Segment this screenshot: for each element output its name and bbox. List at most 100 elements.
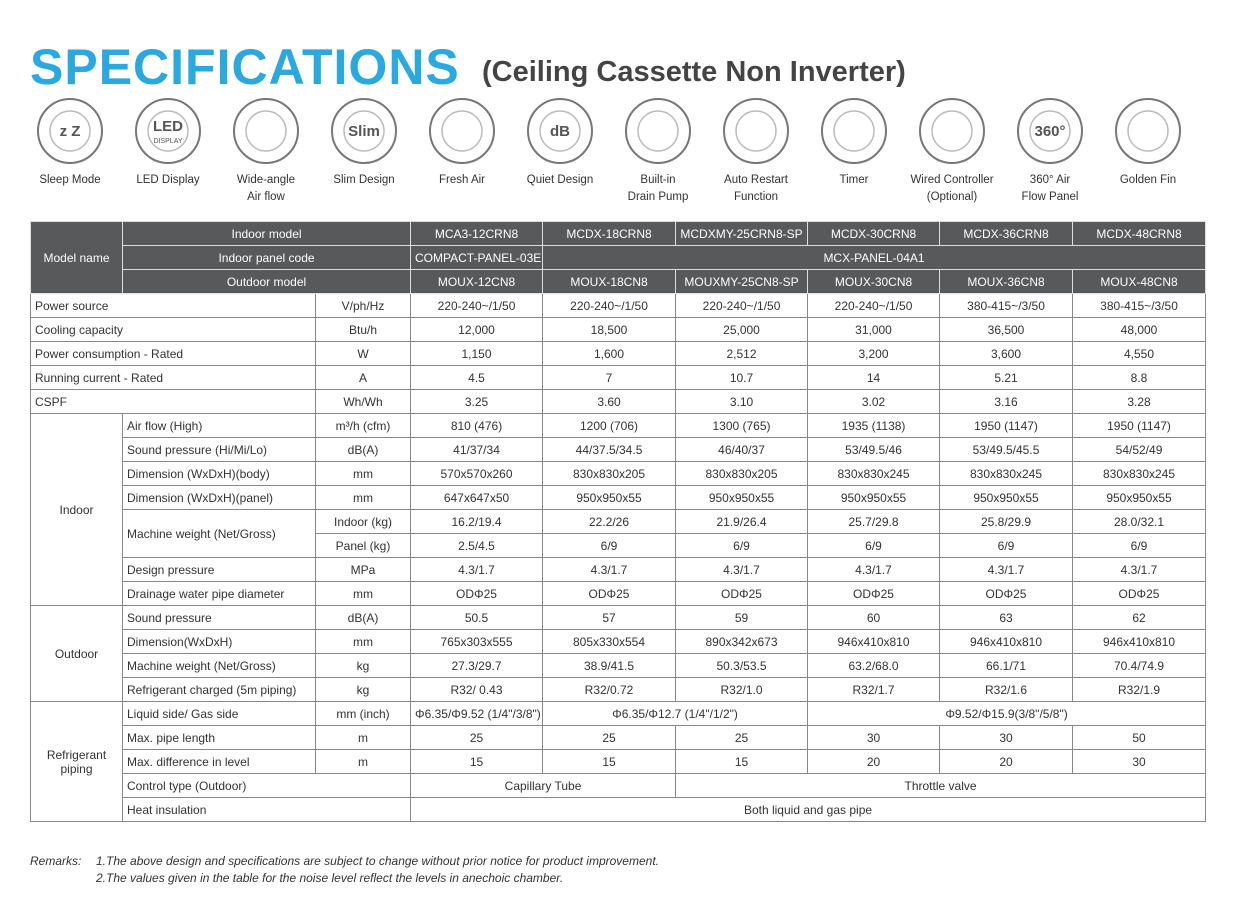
feature-icon: [1115, 98, 1181, 164]
cell: 21.9/26.4: [675, 509, 809, 534]
feature: z Z Sleep Mode: [21, 96, 119, 206]
cell: Outdoor model: [121, 269, 412, 294]
cell: 4.3/1.7: [939, 557, 1074, 582]
cell: Φ6.35/Φ12.7 (1/4"/1/2"): [542, 701, 809, 726]
spec-table: Model name Indoor model MCA3-12CRN8 MCDX-18…: [30, 221, 1207, 822]
cell: ODΦ25: [807, 581, 941, 606]
cell: Indoor panel code: [121, 245, 412, 270]
header-row: Model name Indoor model MCA3-12CRN8 MCDX-18…: [30, 221, 1207, 294]
cell: 3,600: [939, 341, 1074, 366]
feature: Fresh Air: [413, 96, 511, 206]
cell: 50.3/53.5: [675, 653, 809, 678]
cell: mm (inch): [314, 701, 412, 726]
cell: 20: [939, 749, 1074, 774]
icon-ring: [1017, 98, 1083, 164]
cell: 3.60: [542, 389, 677, 414]
cell: MOUX-12CN8: [410, 269, 544, 294]
cell: 41/37/34: [410, 437, 544, 462]
cell: 6/9: [542, 533, 677, 558]
cell: Sound pressure: [122, 605, 316, 630]
feature-label: Quiet Design: [526, 174, 594, 186]
icon-inner: [1029, 110, 1071, 152]
cell: mm: [314, 629, 412, 654]
feature: Wide-angle Air flow: [217, 96, 315, 206]
row: Refrigerant piping Liquid side/ Gas side m…: [30, 701, 1207, 822]
cell: MCX-PANEL-04A1: [542, 245, 1207, 270]
cell: 59: [675, 605, 809, 630]
cell: Air flow (High): [122, 413, 316, 438]
icon-ring: [919, 98, 985, 164]
icon-inner: [833, 110, 875, 152]
remarks: Remarks: 1.The above design and specific…: [30, 853, 659, 885]
cell: Outdoor: [30, 605, 123, 702]
row: Dimension (WxDxH)(body) mm 570x570x260 830x…: [31, 461, 1207, 486]
cell: 1,600: [542, 341, 677, 366]
cell: 6/9: [1072, 533, 1207, 558]
feature-label: Wide-angle Air flow: [236, 174, 296, 203]
feature-icon: [723, 98, 789, 164]
cell: 14: [807, 365, 941, 390]
cell: 28.0/32.1: [1072, 509, 1207, 534]
icon-inner: [343, 110, 385, 152]
cell: 2.5/4.5: [410, 533, 544, 558]
feature-icon: [919, 98, 985, 164]
feature-icon: [625, 98, 691, 164]
cell: 15: [410, 749, 544, 774]
cell: m: [314, 749, 412, 774]
cell: 63: [939, 605, 1074, 630]
cell: 4.3/1.7: [542, 557, 677, 582]
cell: 20: [807, 749, 941, 774]
cell: 765x303x555: [410, 629, 544, 654]
cell: 3.25: [410, 389, 544, 414]
cell: 6/9: [675, 533, 809, 558]
cell: 4.3/1.7: [807, 557, 941, 582]
icon-ring: [625, 98, 691, 164]
cell: Refrigerant piping: [30, 701, 123, 822]
cell: 3,200: [807, 341, 941, 366]
cell: 1,150: [410, 341, 544, 366]
cell: Liquid side/ Gas side: [122, 701, 316, 726]
cell: Power source: [30, 293, 316, 318]
cell: 66.1/71: [939, 653, 1074, 678]
cell: 22.2/26: [542, 509, 677, 534]
row: Sound pressure (Hi/Mi/Lo) dB(A) 41/37/34 44…: [31, 437, 1207, 462]
cell: 1935 (1138): [807, 413, 941, 438]
feature-icon: 360°: [1017, 98, 1083, 164]
cell: 57: [542, 605, 677, 630]
cell: 5.21: [939, 365, 1074, 390]
cell: 25: [542, 725, 677, 750]
cell: 810 (476): [410, 413, 544, 438]
cell: 62: [1072, 605, 1207, 630]
icon-inner: [245, 110, 287, 152]
cell: Cooling capacity: [30, 317, 316, 342]
cell: 7: [542, 365, 677, 390]
cell: R32/0.72: [542, 677, 677, 702]
feature-list: z Z Sleep Mode LED DISPLAY LED Display Wide-a…: [21, 96, 1221, 206]
cell: kg: [314, 653, 412, 678]
cell: 950x950x55: [675, 485, 809, 510]
cell: V/ph/Hz: [314, 293, 412, 318]
icon-ring: [527, 98, 593, 164]
cell: 38.9/41.5: [542, 653, 677, 678]
cell: 15: [542, 749, 677, 774]
cell: Model name: [30, 221, 123, 294]
cell: 50: [1072, 725, 1207, 750]
cell: 25: [675, 725, 809, 750]
icon-text: z Z: [60, 123, 81, 140]
cell: 220-240~/1/50: [410, 293, 544, 318]
cell: mm: [314, 581, 412, 606]
cell: 570x570x260: [410, 461, 544, 486]
cell: ODΦ25: [675, 581, 809, 606]
cell: 4.3/1.7: [675, 557, 809, 582]
subtitle: (Ceiling Cassette Non Inverter): [482, 56, 906, 88]
cell: Heat insulation: [121, 797, 412, 822]
feature-icon: z Z: [37, 98, 103, 164]
cell: 890x342x673: [675, 629, 809, 654]
cell: Refrigerant charged (5m piping): [122, 677, 316, 702]
cell: Max. pipe length: [122, 725, 316, 750]
cell: 16.2/19.4: [410, 509, 544, 534]
cell: Indoor: [30, 413, 123, 606]
cell: 950x950x55: [542, 485, 677, 510]
cell: 54/52/49: [1072, 437, 1207, 462]
